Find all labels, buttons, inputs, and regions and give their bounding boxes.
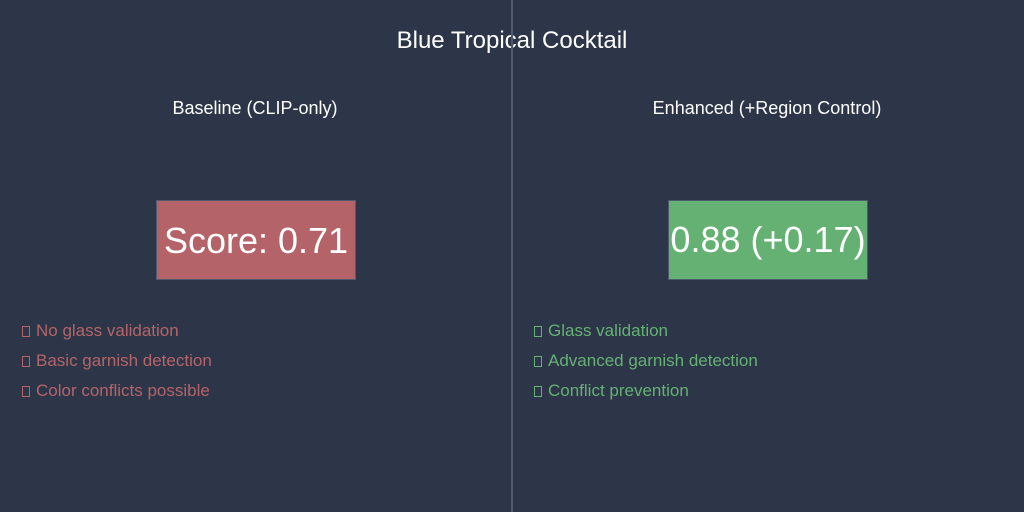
baseline-feature-list: No glass validation Basic garnish detect… (20, 316, 212, 406)
missing-glyph-box-icon (22, 355, 30, 367)
baseline-feature-item: Color conflicts possible (20, 376, 212, 406)
baseline-feature-item: No glass validation (20, 316, 212, 346)
enhanced-heading: Enhanced (+Region Control) (652, 98, 882, 118)
enhanced-feature-list: Glass validation Advanced garnish detect… (532, 316, 758, 406)
baseline-score-box: Score: 0.71 (156, 200, 356, 280)
baseline-feature-label: Basic garnish detection (36, 351, 212, 370)
enhanced-feature-item: Glass validation (532, 316, 758, 346)
missing-glyph-box-icon (22, 385, 30, 397)
missing-glyph-box-icon (534, 385, 542, 397)
baseline-feature-item: Basic garnish detection (20, 346, 212, 376)
enhanced-feature-label: Advanced garnish detection (548, 351, 758, 370)
baseline-feature-label: Color conflicts possible (36, 381, 210, 400)
enhanced-feature-label: Glass validation (548, 321, 669, 340)
enhanced-feature-label: Conflict prevention (548, 381, 689, 400)
missing-glyph-box-icon (534, 355, 542, 367)
missing-glyph-box-icon (22, 325, 30, 337)
panel-divider (511, 0, 513, 512)
enhanced-score-box: 0.88 (+0.17) (668, 200, 868, 280)
enhanced-feature-item: Advanced garnish detection (532, 346, 758, 376)
enhanced-feature-item: Conflict prevention (532, 376, 758, 406)
baseline-heading: Baseline (CLIP-only) (172, 98, 338, 118)
missing-glyph-box-icon (534, 325, 542, 337)
baseline-feature-label: No glass validation (36, 321, 179, 340)
